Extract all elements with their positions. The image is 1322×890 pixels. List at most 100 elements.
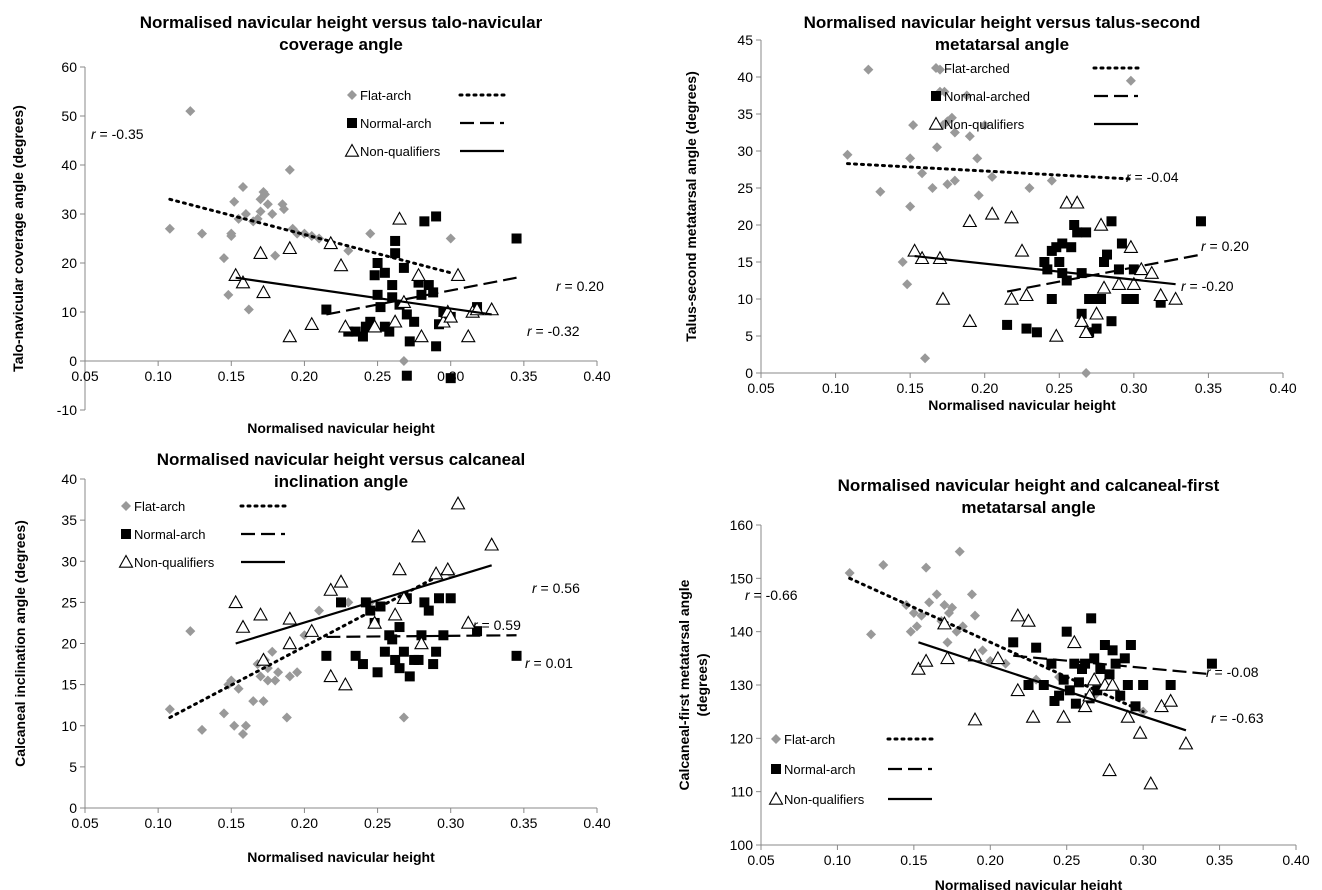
- data-point: [844, 568, 855, 578]
- data-point: [197, 724, 208, 735]
- data-point: [278, 204, 289, 215]
- legend-entry: Flat-arched: [931, 61, 1140, 76]
- legend-entry: Flat-arch: [771, 732, 934, 747]
- data-point: [404, 671, 415, 682]
- data-point: [1057, 268, 1068, 279]
- data-point: [1057, 238, 1068, 249]
- data-point: [365, 316, 376, 327]
- correlation-label: r = -0.32: [527, 323, 580, 339]
- data-point: [235, 274, 251, 289]
- data-point: [384, 326, 395, 337]
- data-point: [401, 370, 412, 381]
- legend-label: Normal-arch: [360, 116, 432, 131]
- data-point: [1023, 680, 1034, 690]
- data-point: [357, 331, 368, 342]
- x-axis-title: Normalised navicular height: [247, 420, 435, 436]
- data-point: [1024, 183, 1035, 193]
- data-point: [1107, 645, 1118, 656]
- data-point: [905, 626, 916, 637]
- y-tick-label: 15: [737, 254, 753, 270]
- legend-marker: [931, 91, 941, 101]
- y-axis-title: (degrees): [694, 653, 710, 716]
- data-point: [323, 235, 339, 250]
- data-point: [1049, 696, 1060, 706]
- legend-entry: Normal-arch: [771, 762, 932, 777]
- data-point: [398, 356, 409, 366]
- data-point: [284, 164, 295, 175]
- legend-label: Non-qualifiers: [944, 117, 1025, 132]
- data-point: [1019, 287, 1034, 302]
- data-point: [1008, 637, 1019, 648]
- x-tick-label: 0.15: [897, 380, 924, 396]
- data-point: [460, 328, 476, 343]
- data-point: [1113, 264, 1124, 275]
- data-point: [1046, 294, 1057, 304]
- x-tick-label: 0.40: [1269, 380, 1296, 396]
- data-point: [229, 196, 240, 207]
- data-point: [240, 720, 251, 731]
- data-point: [197, 228, 208, 239]
- data-point: [1086, 672, 1102, 686]
- legend-entry: Non-qualifiers: [344, 143, 504, 159]
- data-point: [1092, 685, 1103, 696]
- series-square: [1008, 613, 1217, 712]
- data-point: [1165, 680, 1176, 690]
- legend-label: Flat-arch: [134, 499, 185, 514]
- y-tick-label: 40: [737, 69, 753, 85]
- data-point: [1072, 227, 1083, 238]
- data-point: [1046, 658, 1057, 669]
- trend-line-solid: [918, 641, 1187, 732]
- data-point: [917, 168, 928, 179]
- x-tick-label: 0.05: [747, 380, 774, 396]
- data-point: [1046, 175, 1057, 186]
- data-point: [337, 319, 353, 333]
- data-point: [413, 654, 424, 665]
- data-point: [1051, 242, 1062, 253]
- data-point: [282, 611, 298, 625]
- data-point: [281, 712, 292, 723]
- y-tick-label: 40: [61, 157, 77, 173]
- data-point: [440, 561, 456, 576]
- data-point: [1206, 658, 1217, 669]
- data-point: [935, 291, 951, 305]
- legend-entry: Normal-arch: [347, 116, 504, 131]
- chart-calcaneal-first-metatarsal: Normalised navicular height and calcanea…: [676, 476, 1310, 890]
- data-point: [1025, 709, 1041, 723]
- series-square: [321, 211, 522, 384]
- data-point: [394, 622, 405, 633]
- data-point: [927, 183, 938, 193]
- data-point: [1119, 653, 1130, 664]
- data-point: [942, 637, 953, 648]
- data-point: [1014, 243, 1030, 257]
- data-point: [908, 608, 919, 618]
- data-point: [936, 616, 952, 630]
- data-point: [392, 211, 407, 225]
- data-point: [954, 546, 965, 557]
- data-point: [939, 86, 950, 97]
- correlation-label: r = -0.66: [745, 587, 798, 603]
- data-point: [990, 650, 1006, 665]
- trend-line-solid: [914, 254, 1176, 286]
- data-point: [1010, 608, 1026, 622]
- y-axis-title: Calcaneal-first metatarsal angle: [676, 579, 692, 790]
- data-point: [949, 127, 960, 138]
- data-point: [256, 652, 271, 666]
- data-point: [1070, 698, 1081, 709]
- data-point: [365, 228, 376, 239]
- data-point: [970, 610, 980, 621]
- data-point: [337, 676, 353, 691]
- data-point: [942, 116, 953, 127]
- chart-title-line: coverage angle: [279, 35, 403, 54]
- data-point: [398, 712, 409, 723]
- data-point: [375, 601, 386, 612]
- legend-marker: [344, 143, 360, 157]
- data-point: [267, 646, 278, 657]
- data-point: [1120, 709, 1136, 723]
- legend-label: Normal-arch: [784, 762, 856, 777]
- y-tick-label: 150: [730, 570, 754, 586]
- x-tick-label: 0.40: [1282, 852, 1309, 868]
- data-point: [905, 153, 916, 164]
- data-point: [1106, 316, 1117, 327]
- legend-entry: Flat-arch: [347, 88, 506, 103]
- data-point: [972, 153, 983, 164]
